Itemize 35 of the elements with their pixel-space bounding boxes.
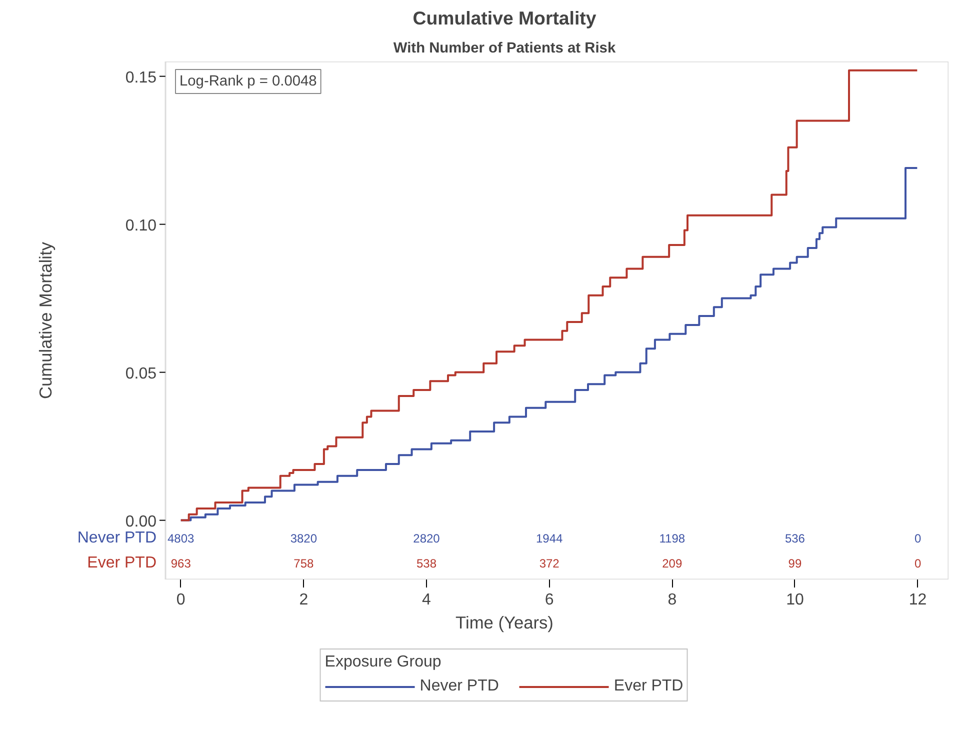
annotation: 1198 xyxy=(659,532,686,546)
legend-title: Exposure Group xyxy=(324,654,442,672)
annotation: 209 xyxy=(662,556,682,570)
annotation: 3820 xyxy=(290,532,318,546)
annotation: 2820 xyxy=(413,532,440,546)
x-tick-label: 0 xyxy=(176,592,186,608)
y-tick-label: 0.15 xyxy=(125,69,157,86)
annotation: 536 xyxy=(784,532,806,546)
annotation: 4803 xyxy=(168,532,195,546)
x-tick-label: 4 xyxy=(422,592,432,608)
annotation: 372 xyxy=(539,556,560,570)
text: Ever PTD xyxy=(614,678,684,694)
x-tick-label: 12 xyxy=(908,592,927,608)
chart-subtitle: With Number of Patients at Risk xyxy=(393,40,616,56)
y-tick-label: 0.00 xyxy=(125,513,157,530)
x-tick-label: 8 xyxy=(668,592,677,608)
y-axis-title: Cumulative Mortality xyxy=(36,242,56,399)
annotation: 538 xyxy=(416,556,437,570)
text: Ever PTD xyxy=(87,554,156,572)
x-tick-label: 10 xyxy=(786,592,804,608)
annotation: 0 xyxy=(914,556,922,570)
annotation: 99 xyxy=(788,556,802,570)
y-tick-label: 0.05 xyxy=(125,365,157,382)
y-tick-label: 0.10 xyxy=(125,217,157,234)
chart-title: Cumulative Mortality xyxy=(412,8,597,28)
series-label: Never PTD xyxy=(77,530,156,547)
x-tick-label: 6 xyxy=(544,592,554,608)
annotation: 1944 xyxy=(536,532,563,546)
annotation: 963 xyxy=(170,556,192,570)
x-axis-title: Time (Years) xyxy=(456,612,554,632)
text: Never PTD xyxy=(420,678,499,694)
annotation: Log-Rank p = 0.0048 xyxy=(180,74,317,90)
x-tick-label: 2 xyxy=(299,592,308,608)
annotation: 758 xyxy=(294,556,314,570)
annotation: 0 xyxy=(914,532,922,546)
